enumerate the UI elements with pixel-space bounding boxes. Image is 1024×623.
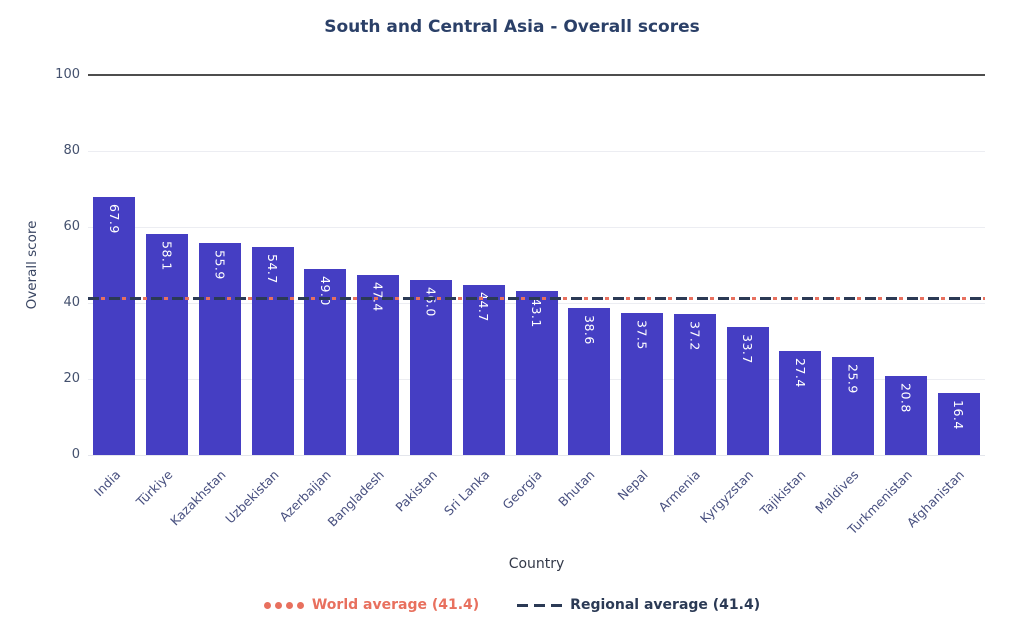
bar-value-label: 54.7 xyxy=(265,254,281,284)
bar-value-label: 49.0 xyxy=(317,275,333,306)
bar-slot-kazakhstan: 55.9 xyxy=(194,75,247,455)
bar-slot-afghanistan: 16.4 xyxy=(932,75,985,455)
bar-slot-india: 67.9 xyxy=(88,75,141,455)
bar-sri-lanka[interactable]: 44.7 xyxy=(462,285,505,455)
bar-value-label: 25.9 xyxy=(845,363,861,394)
y-tick-label-60: 60 xyxy=(63,219,80,234)
bar-bhutan[interactable]: 38.6 xyxy=(568,308,611,455)
bar-slot-uzbekistan: 54.7 xyxy=(246,75,299,455)
bar-tajikistan[interactable]: 27.4 xyxy=(779,350,822,455)
bar-georgia[interactable]: 43.1 xyxy=(515,291,558,455)
x-tick-label-bangladesh[interactable]: Bangladesh xyxy=(324,467,387,530)
x-tick-label-pakistan[interactable]: Pakistan xyxy=(391,467,440,515)
x-tick-label-armenia[interactable]: Armenia xyxy=(655,467,704,515)
bars-container: 67.9 58.1 55.9 54.7 49.0 47.4 46.0 44.7 43.1 38.6… xyxy=(88,75,985,455)
bar-afghanistan[interactable]: 16.4 xyxy=(937,392,980,455)
bar-türkiye[interactable]: 58.1 xyxy=(146,234,189,455)
x-axis-tick-labels: India Türkiye Kazakhstan Uzbekistan Azerbaij… xyxy=(88,461,985,551)
bar-slot-armenia: 37.2 xyxy=(668,75,721,455)
bar-slot-türkiye: 58.1 xyxy=(141,75,194,455)
x-tick-label-azerbaijan[interactable]: Azerbaijan xyxy=(276,467,335,525)
bar-value-label: 58.1 xyxy=(159,241,175,272)
gridline-100 xyxy=(88,74,985,76)
bar-turkmenistan[interactable]: 20.8 xyxy=(884,375,927,455)
bar-value-label: 33.7 xyxy=(740,333,756,364)
chart-legend: World average (41.4) Regional average (4… xyxy=(0,597,1024,613)
bar-slot-turkmenistan: 20.8 xyxy=(879,75,932,455)
bar-value-label: 67.9 xyxy=(106,203,122,234)
bar-india[interactable]: 67.9 xyxy=(93,196,136,455)
legend-label-regional-average: Regional average (41.4) xyxy=(570,597,761,613)
y-tick-label-100: 100 xyxy=(55,67,80,82)
x-tick-label-georgia[interactable]: Georgia xyxy=(499,467,546,513)
bar-slot-azerbaijan: 49.0 xyxy=(299,75,352,455)
bar-slot-bhutan: 38.6 xyxy=(563,75,616,455)
bar-maldives[interactable]: 25.9 xyxy=(832,356,875,455)
bar-bangladesh[interactable]: 47.4 xyxy=(357,274,400,455)
regional-average-dashed-line-icon xyxy=(517,603,563,607)
x-tick-label-maldives[interactable]: Maldives xyxy=(812,467,862,517)
bar-azerbaijan[interactable]: 49.0 xyxy=(304,268,347,455)
bar-value-label: 37.2 xyxy=(687,320,703,351)
bar-value-label: 16.4 xyxy=(951,399,967,430)
bar-kyrgyzstan[interactable]: 33.7 xyxy=(726,326,769,455)
y-tick-label-20: 20 xyxy=(63,371,80,386)
x-tick-label-tajikistan[interactable]: Tajikistan xyxy=(757,467,809,519)
chart-title: South and Central Asia - Overall scores xyxy=(324,17,700,37)
bar-slot-maldives: 25.9 xyxy=(827,75,880,455)
y-axis-title: Overall score xyxy=(24,220,40,310)
x-axis-title: Country xyxy=(508,556,565,572)
bar-slot-nepal: 37.5 xyxy=(616,75,669,455)
legend-item-regional-average[interactable]: Regional average (41.4) xyxy=(517,597,760,613)
bar-value-label: 27.4 xyxy=(792,357,808,388)
x-tick-label-sri-lanka[interactable]: Sri Lanka xyxy=(440,467,493,519)
world-average-dotted-line-icon xyxy=(263,601,304,609)
bar-value-label: 38.6 xyxy=(581,315,597,346)
bar-slot-tajikistan: 27.4 xyxy=(774,75,827,455)
bar-kazakhstan[interactable]: 55.9 xyxy=(198,242,241,455)
bar-value-label: 37.5 xyxy=(634,319,650,350)
bar-pakistan[interactable]: 46.0 xyxy=(409,280,452,455)
bar-slot-pakistan: 46.0 xyxy=(405,75,458,455)
bar-slot-georgia: 43.1 xyxy=(510,75,563,455)
gridline-60 xyxy=(88,227,985,228)
bar-armenia[interactable]: 37.2 xyxy=(673,313,716,455)
gridline-0 xyxy=(88,455,985,456)
regional-average-line xyxy=(88,296,985,300)
x-tick-label-uzbekistan[interactable]: Uzbekistan xyxy=(221,467,282,527)
y-tick-label-40: 40 xyxy=(63,295,80,310)
legend-item-world-average[interactable]: World average (41.4) xyxy=(263,597,480,613)
bar-slot-kyrgyzstan: 33.7 xyxy=(721,75,774,455)
x-tick-label-nepal[interactable]: Nepal xyxy=(614,467,651,504)
bar-slot-sri-lanka: 44.7 xyxy=(457,75,510,455)
x-tick-label-kyrgyzstan[interactable]: Kyrgyzstan xyxy=(697,467,757,527)
y-tick-label-0: 0 xyxy=(71,447,80,462)
x-tick-label-bhutan[interactable]: Bhutan xyxy=(555,467,598,510)
bar-value-label: 46.0 xyxy=(423,287,439,318)
legend-label-world-average: World average (41.4) xyxy=(311,597,480,613)
bar-nepal[interactable]: 37.5 xyxy=(621,312,664,455)
x-tick-label-türkiye[interactable]: Türkiye xyxy=(133,467,176,510)
bar-uzbekistan[interactable]: 54.7 xyxy=(251,247,294,455)
x-tick-label-kazakhstan[interactable]: Kazakhstan xyxy=(166,467,229,529)
bar-slot-bangladesh: 47.4 xyxy=(352,75,405,455)
bar-value-label: 55.9 xyxy=(212,249,228,280)
y-tick-label-80: 80 xyxy=(63,143,80,158)
gridline-80 xyxy=(88,151,985,152)
x-tick-label-india[interactable]: India xyxy=(90,467,123,500)
bar-value-label: 43.1 xyxy=(529,298,544,329)
bar-value-label: 20.8 xyxy=(898,382,914,413)
